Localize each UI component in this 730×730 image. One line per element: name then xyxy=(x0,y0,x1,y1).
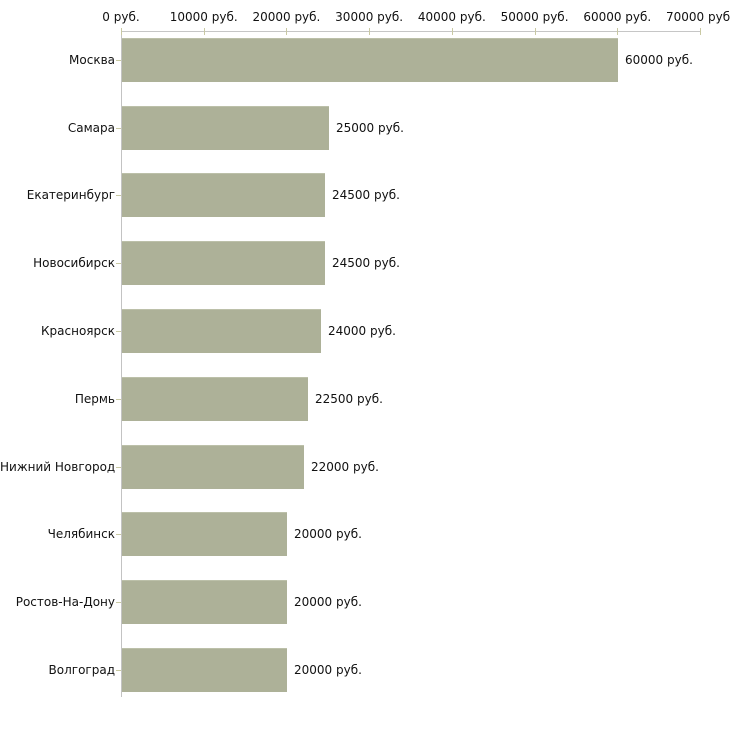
x-tick-label: 10000 руб. xyxy=(169,10,238,24)
x-tick-mark xyxy=(451,28,453,35)
x-axis-line xyxy=(121,31,701,32)
x-tick-mark xyxy=(121,28,122,35)
bar-row: 25000 руб. xyxy=(122,105,404,150)
bar-value-label: 24500 руб. xyxy=(332,256,400,271)
y-axis-line xyxy=(121,31,122,697)
bar-value-label: 24000 руб. xyxy=(328,323,396,338)
x-tick-mark xyxy=(534,28,536,35)
x-tick-mark xyxy=(203,28,205,35)
bar xyxy=(122,241,325,286)
category-label-volgograd: Волгоград xyxy=(48,662,115,677)
x-tick-mark xyxy=(699,28,701,35)
bar-row: 22000 руб. xyxy=(122,444,379,489)
bar-value-label: 20000 руб. xyxy=(294,662,362,677)
bar-row: 60000 руб. xyxy=(122,37,693,82)
category-label-samara: Самара xyxy=(67,120,115,135)
x-tick-label: 0 руб. xyxy=(102,10,140,24)
category-label-rostov-na-donu: Ростов-На-Дону xyxy=(15,595,115,610)
bar-row: 24000 руб. xyxy=(122,308,396,353)
bar xyxy=(122,173,325,218)
bar-value-label: 25000 руб. xyxy=(336,120,404,135)
y-tick-mark xyxy=(116,59,121,61)
y-tick-mark xyxy=(116,263,121,265)
y-tick-mark xyxy=(116,195,121,197)
bar-row: 20000 руб. xyxy=(122,512,362,557)
y-tick-mark xyxy=(116,669,121,671)
x-tick-mark xyxy=(286,28,288,35)
bar-value-label: 24500 руб. xyxy=(332,188,400,203)
y-tick-mark xyxy=(116,466,121,468)
bar xyxy=(122,308,321,353)
category-label-nizhniy-novgorod: Нижний Новгород xyxy=(0,459,116,474)
bar xyxy=(122,647,287,692)
category-label-ekaterinburg: Екатеринбург xyxy=(26,188,115,203)
bar-value-label: 60000 руб. xyxy=(625,52,693,67)
bar-value-label: 22500 руб. xyxy=(315,391,383,406)
bar-value-label: 20000 руб. xyxy=(294,527,362,542)
category-label-krasnoyarsk: Красноярск xyxy=(41,323,115,338)
bar-row: 24500 руб. xyxy=(122,241,400,286)
bar xyxy=(122,105,329,150)
x-tick-label: 20000 руб. xyxy=(252,10,321,24)
bar xyxy=(122,444,304,489)
bar xyxy=(122,37,618,82)
category-label-chelyabinsk: Челябинск xyxy=(47,527,115,542)
bar xyxy=(122,580,287,625)
x-tick-mark xyxy=(369,28,371,35)
y-tick-mark xyxy=(116,602,121,604)
x-tick-label: 70000 руб. xyxy=(666,10,730,24)
bar-row: 22500 руб. xyxy=(122,376,383,421)
y-tick-mark xyxy=(116,330,121,332)
category-label-novosibirsk: Новосибирск xyxy=(33,256,115,271)
bar-row: 24500 руб. xyxy=(122,173,400,218)
category-label-perm: Пермь xyxy=(74,391,115,406)
category-label-moskva: Москва xyxy=(69,52,115,67)
x-tick-label: 40000 руб. xyxy=(417,10,486,24)
bar xyxy=(122,376,308,421)
y-tick-mark xyxy=(116,534,121,536)
bar-value-label: 20000 руб. xyxy=(294,595,362,610)
x-tick-label: 50000 руб. xyxy=(500,10,569,24)
x-tick-mark xyxy=(617,28,619,35)
x-tick-label: 60000 руб. xyxy=(583,10,652,24)
y-tick-mark xyxy=(116,398,121,400)
x-tick-label: 30000 руб. xyxy=(335,10,404,24)
bar-row: 20000 руб. xyxy=(122,647,362,692)
y-tick-mark xyxy=(116,127,121,129)
bar-row: 20000 руб. xyxy=(122,580,362,625)
bar xyxy=(122,512,287,557)
bar-value-label: 22000 руб. xyxy=(311,459,379,474)
